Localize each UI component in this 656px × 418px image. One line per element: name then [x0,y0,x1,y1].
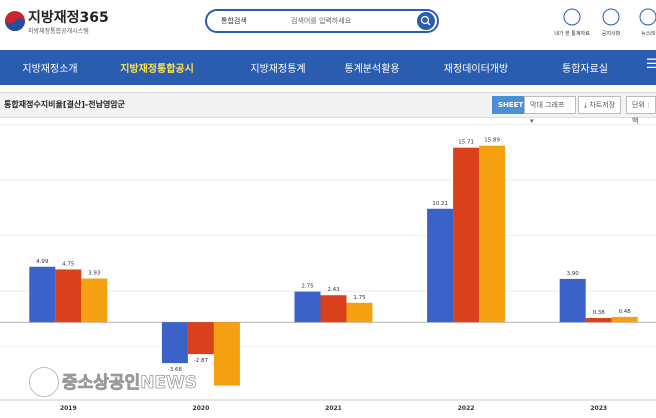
bar [213,322,240,386]
bar [453,147,480,323]
watermark-logo-outline [29,367,59,397]
icon-circle [602,8,620,26]
value-label: 15.89 [484,138,500,144]
bar [29,266,56,323]
value-label: 3.90 [567,271,580,277]
x-tick-label: 2020 [193,405,210,412]
value-label: 0.38 [593,310,606,316]
watermark-logo [29,367,59,397]
value-label: 4.99 [36,259,49,265]
chart-type-select[interactable]: 막대 그래프 ▾ [524,96,576,125]
utility-label[interactable]: 뉴스레 [641,31,655,37]
logo-subtitle: 지방재정통합공개시스템 [28,28,89,35]
value-label: 0.48 [619,309,632,315]
bar [346,302,373,323]
icon-circle [639,8,656,26]
search-placeholder[interactable]: 검색어를 입력하세요 [291,17,352,25]
utility-label[interactable]: 공지사항 [601,31,621,37]
value-label: -2.87 [194,358,209,364]
search-button[interactable] [417,12,435,30]
bar [187,322,214,355]
nav-item-active[interactable]: 지방재정통합공시 [120,64,194,75]
nav-item[interactable]: 통합자료실 [562,64,608,75]
chart-title: 통합재정수지비율[결산]-전남영암군 [4,100,126,109]
bar [479,145,506,323]
toolbar: 통합재정수지비율[결산]-전남영암군 SHEET 막대 그래프 ▾ ⤓ 차트저장… [0,92,656,125]
value-label: -3.68 [168,367,183,373]
nav-item[interactable]: 재정데이터개방 [443,64,509,75]
search-scope[interactable]: 통합검색 [221,17,247,25]
utility-icon[interactable] [602,8,620,26]
utility-label[interactable]: 내가 본 통계자료 [554,31,590,37]
utility-icon[interactable] [639,8,656,26]
logo-mark [5,11,25,31]
bar [81,278,108,323]
value-label: 2.75 [301,284,314,290]
value-label: 2.43 [327,287,340,293]
x-tick-label: 2023 [590,405,607,412]
value-label: 4.75 [62,261,75,267]
bar [294,291,321,323]
x-tick-label: 2022 [458,405,475,412]
value-label: 1.75 [353,295,366,301]
nav-bar: ☰ 지방재정소개 지방재정통합공시 지방재정통계 통계분석활용 재정데이터개방 통합자료실 [0,50,656,85]
bar [559,278,586,323]
x-tick-label: 2019 [60,405,77,412]
x-tick-label: 2021 [325,405,342,412]
save-label: 차트저장 [589,101,616,109]
value-label: 15.71 [458,140,474,146]
bar [320,295,347,323]
search-box[interactable]: 통합검색 검색어를 입력하세요 [205,9,439,33]
value-label: 3.93 [88,271,101,277]
logo-title: 지방재정365 [28,10,109,26]
chart-type: 막대 그래프 [530,101,565,109]
save-button[interactable]: ⤓ 차트저장 [578,96,622,114]
icon-circle [563,8,581,26]
value-label: 10.21 [432,201,448,207]
chart: 2019 4.99 4.75 3.93 2020 -3.68 -2.87 2021 2.75 2.… [0,124,656,412]
bar [55,269,82,323]
nav-item[interactable]: 지방재정통계 [250,64,306,75]
watermark: 중소상공인NEWS [62,373,197,393]
bar [585,318,612,323]
bar [427,208,454,323]
nav-item[interactable]: 지방재정소개 [22,64,78,75]
unit-select[interactable]: 단위 : 백 [626,96,656,125]
bar [161,322,188,364]
bar [611,316,638,323]
utility-icon[interactable] [563,8,581,26]
nav-item[interactable]: 통계분석활용 [344,64,400,75]
menu-icon[interactable]: ☰ [646,57,656,72]
